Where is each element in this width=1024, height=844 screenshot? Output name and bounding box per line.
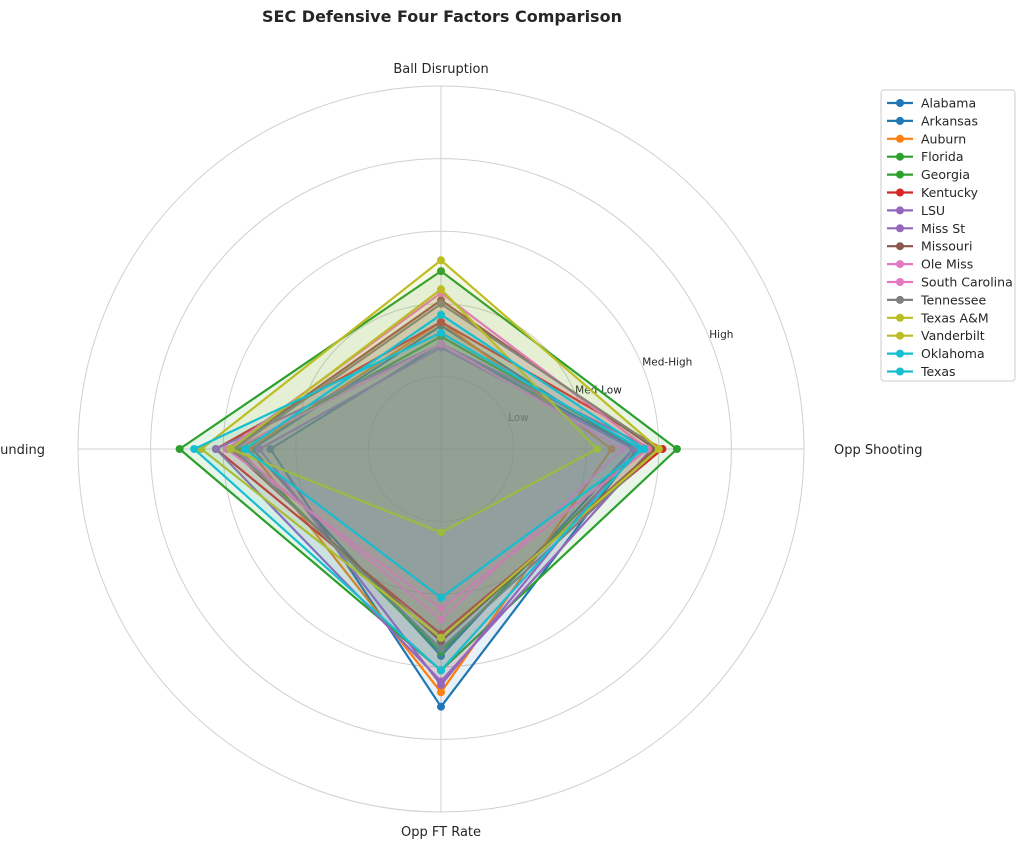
legend-label: Arkansas	[921, 113, 978, 128]
legend-label: Ole Miss	[921, 257, 973, 272]
series-fill	[179, 271, 677, 671]
data-point	[636, 445, 645, 453]
series-fill	[259, 347, 634, 685]
data-point	[211, 445, 220, 453]
legend-marker	[896, 152, 904, 161]
data-point	[190, 445, 199, 453]
legend-marker	[896, 116, 904, 125]
data-point	[654, 445, 663, 453]
data-point	[593, 445, 602, 453]
legend-marker	[896, 224, 904, 233]
ring-label: Low	[508, 412, 529, 424]
legend-marker	[896, 99, 904, 107]
legend-label: Georgia	[921, 167, 970, 182]
series-fill	[245, 314, 645, 598]
series-fill	[248, 321, 612, 693]
series-fill	[215, 343, 652, 682]
data-point	[226, 445, 235, 453]
series-fill	[215, 321, 663, 635]
data-point	[175, 445, 184, 453]
series-group	[197, 256, 663, 642]
chart-title: SEC Defensive Four Factors Comparison	[262, 7, 622, 26]
legend-label: Kentucky	[921, 185, 979, 200]
ring-label: High	[709, 329, 733, 341]
data-point	[437, 666, 445, 675]
series-fill	[194, 332, 641, 671]
legend-marker	[896, 134, 904, 143]
ring-label: Med-High	[642, 357, 692, 369]
data-point	[672, 445, 681, 453]
data-point	[437, 339, 445, 348]
legend-label: Vanderbilt	[921, 328, 985, 343]
series-fill	[234, 303, 659, 649]
legend-marker	[896, 206, 904, 215]
legend-label: Texas A&M	[920, 310, 989, 325]
data-point	[437, 317, 445, 326]
legend-frame	[880, 89, 1016, 382]
data-point	[437, 593, 445, 602]
data-point	[266, 445, 275, 453]
data-point	[437, 256, 445, 265]
data-point	[437, 285, 445, 294]
legend-label: LSU	[921, 203, 945, 218]
legend-label: Florida	[921, 149, 964, 164]
legend-label: Auburn	[921, 131, 966, 146]
data-point	[437, 677, 445, 686]
data-point	[437, 299, 445, 308]
data-point	[437, 615, 445, 624]
data-point	[437, 328, 445, 337]
axis-label: Ball Disruption	[393, 62, 488, 77]
data-point	[607, 445, 616, 453]
axis-labels: Ball Disruption Opp Shooting Opp FT Rate De…	[0, 62, 922, 840]
legend-marker	[896, 295, 904, 304]
series-fill	[234, 343, 623, 620]
data-point	[437, 644, 445, 653]
series-group	[226, 285, 602, 537]
data-point	[437, 702, 445, 711]
data-point	[437, 528, 445, 537]
series-layer	[175, 256, 681, 711]
legend-marker	[896, 242, 904, 251]
legend-label: Tennessee	[920, 292, 986, 307]
legend-marker	[896, 170, 904, 179]
series-group	[190, 328, 645, 675]
data-point	[255, 445, 264, 453]
legend-marker	[896, 188, 904, 197]
legend-marker	[896, 349, 904, 358]
legend-label: Miss St	[921, 221, 965, 236]
data-point	[437, 267, 445, 276]
legend-marker	[896, 260, 904, 269]
data-point	[437, 604, 445, 613]
legend-label: South Carolina	[921, 275, 1013, 290]
legend-marker	[896, 313, 904, 322]
data-point	[618, 445, 627, 453]
legend-label: Oklahoma	[921, 346, 985, 361]
legend-marker	[896, 331, 904, 340]
series-fill	[230, 289, 598, 533]
legend: Alabama Arkansas Auburn Florida Georgia Kentu…	[880, 89, 1016, 382]
data-point	[437, 310, 445, 319]
series-fill	[201, 260, 659, 638]
series-fill	[237, 336, 641, 653]
axis-label: Opp Shooting	[834, 443, 922, 458]
legend-marker	[896, 367, 904, 376]
axis-label: Opp FT Rate	[401, 825, 481, 840]
data-point	[240, 445, 249, 453]
series-fill	[252, 325, 634, 656]
legend-label: Missouri	[921, 239, 972, 254]
data-point	[437, 688, 445, 697]
legend-label: Alabama	[921, 96, 976, 111]
legend-label: Texas	[920, 364, 956, 379]
legend-marker	[896, 278, 904, 286]
data-point	[437, 633, 445, 642]
series-group	[240, 310, 649, 602]
axis-label: Def Rebounding	[0, 443, 45, 458]
